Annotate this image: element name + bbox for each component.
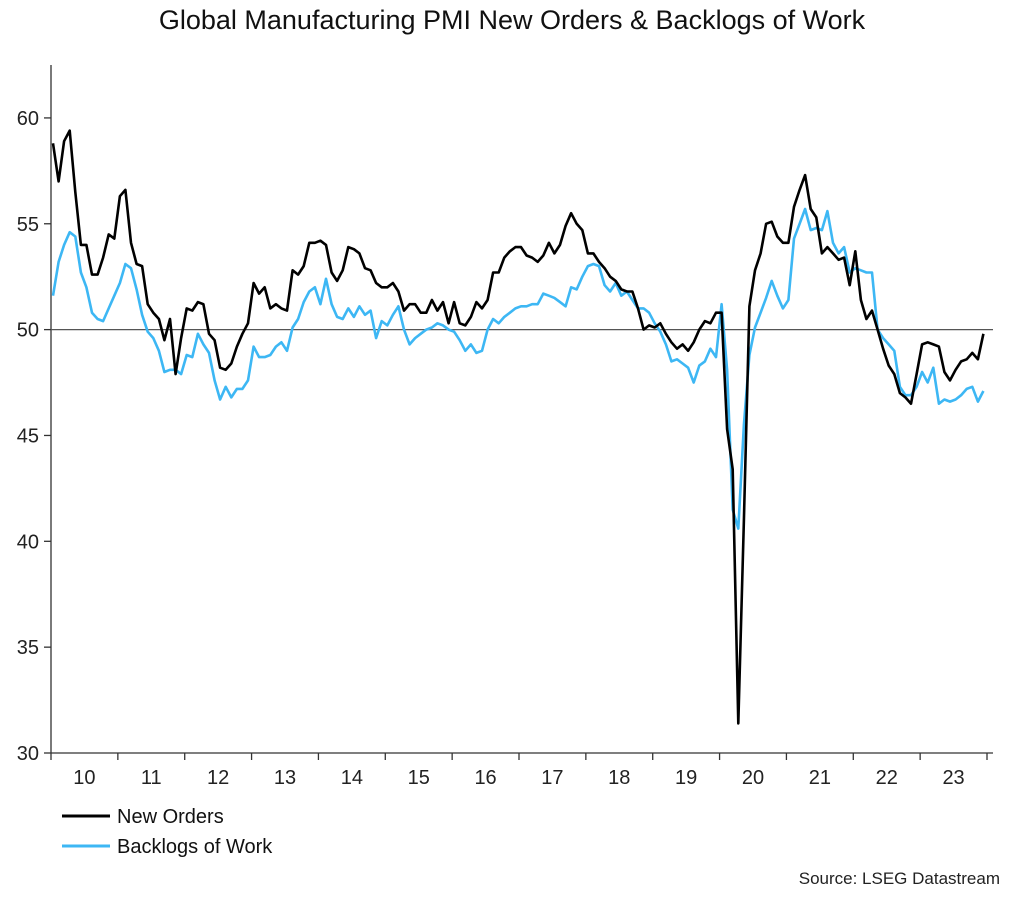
axes: 30 35 40 45 50 55 60 10 11 12 13 14 15 16 17 18 19 20 21 22… [17,65,993,789]
x-tick-label: 10 [73,767,95,789]
x-tick-label: 16 [474,767,496,789]
x-tick-label: 22 [876,767,898,789]
y-tick-label: 40 [17,531,39,553]
x-tick-label: 23 [942,767,964,789]
x-tick-label: 15 [408,767,430,789]
y-tick-label: 55 [17,214,39,236]
x-tick-label: 19 [675,767,697,789]
x-tick-label: 20 [742,767,764,789]
legend-label-backlogs: Backlogs of Work [117,836,273,858]
x-tick-label: 21 [809,767,831,789]
y-tick-label: 35 [17,637,39,659]
chart-title: Global Manufacturing PMI New Orders & Ba… [159,5,866,35]
series-line-backlogs-of-work [51,207,985,530]
plot-lines [51,129,985,725]
x-tick-label: 11 [141,767,162,789]
y-tick-label: 45 [17,425,39,447]
x-tick-label: 13 [274,767,296,789]
legend-label-new-orders: New Orders [117,806,224,828]
x-tick-label: 12 [207,767,229,789]
source-note: Source: LSEG Datastream [799,869,1000,888]
x-tick-label: 18 [608,767,630,789]
x-tick-label: 14 [341,767,363,789]
y-tick-label: 50 [17,320,39,342]
x-tick-label: 17 [541,767,563,789]
y-tick-label: 60 [17,108,39,130]
legend: New Orders Backlogs of Work [62,806,273,858]
y-tick-label: 30 [17,743,39,765]
series-line-new-orders [51,129,985,725]
